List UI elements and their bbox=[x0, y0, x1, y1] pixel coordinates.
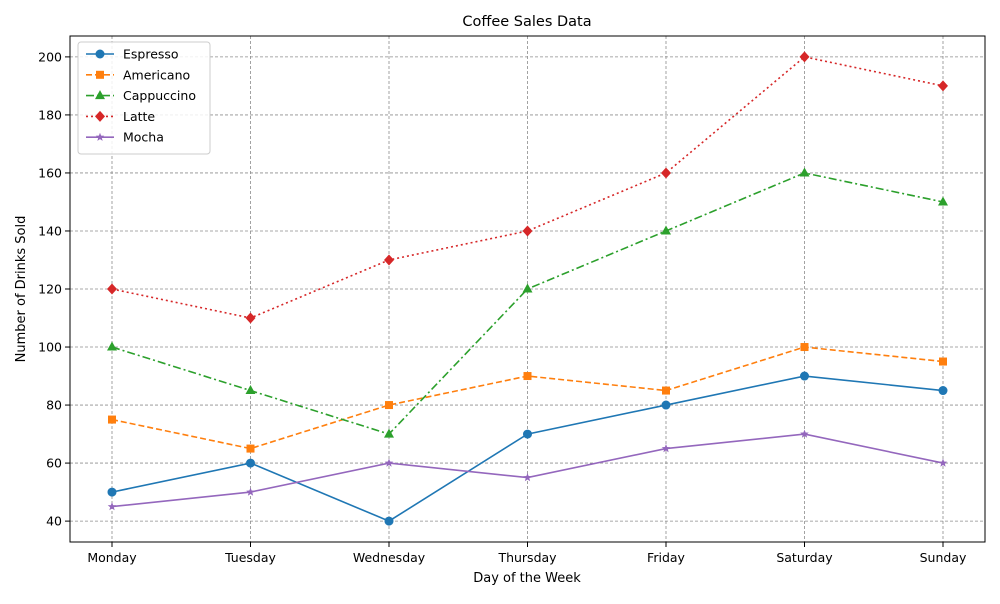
legend-label: Cappuccino bbox=[123, 88, 196, 103]
data-point-espresso bbox=[246, 458, 255, 468]
series-latte bbox=[107, 51, 948, 324]
data-point-cappuccino bbox=[799, 167, 810, 177]
data-point-latte bbox=[384, 254, 394, 266]
axis-ticks: Monday Tuesday Wednesday Thursday Friday Satu… bbox=[38, 49, 967, 565]
data-point-americano bbox=[108, 415, 116, 424]
legend-box bbox=[77, 41, 211, 155]
data-point-latte bbox=[107, 283, 117, 295]
y-tick-label: 200 bbox=[38, 49, 62, 64]
y-tick-label: 80 bbox=[46, 398, 62, 413]
data-point-americano bbox=[939, 357, 947, 366]
data-point-latte bbox=[245, 312, 256, 324]
data-point-cappuccino bbox=[245, 385, 256, 395]
data-point-americano bbox=[800, 343, 809, 352]
data-point-espresso bbox=[107, 487, 117, 497]
y-tick-label: 140 bbox=[38, 223, 62, 238]
data-point-mocha bbox=[523, 473, 532, 482]
data-point-cappuccino bbox=[661, 225, 671, 235]
legend-marker-latte bbox=[95, 110, 105, 122]
data-point-cappuccino bbox=[384, 428, 394, 438]
legend-label: Espresso bbox=[123, 47, 179, 62]
legend-label: Americano bbox=[123, 67, 190, 82]
legend-marker-cappuccino bbox=[95, 90, 105, 100]
data-point-americano bbox=[523, 372, 532, 381]
series-lines bbox=[107, 51, 948, 526]
data-point-mocha bbox=[661, 444, 671, 453]
data-point-mocha bbox=[384, 458, 394, 467]
x-tick-label: Sunday bbox=[920, 550, 967, 565]
data-point-espresso bbox=[384, 516, 394, 526]
legend-label: Mocha bbox=[123, 130, 164, 145]
y-tick-label: 100 bbox=[38, 340, 62, 355]
data-point-mocha bbox=[246, 487, 255, 496]
data-point-espresso bbox=[938, 386, 948, 396]
data-point-mocha bbox=[938, 458, 948, 467]
series-espresso bbox=[107, 371, 948, 526]
legend-marker-espresso bbox=[95, 49, 105, 59]
data-point-latte bbox=[522, 225, 533, 237]
y-tick-label: 40 bbox=[46, 514, 62, 529]
legend-marker-mocha bbox=[95, 132, 105, 141]
series-cappuccino bbox=[107, 167, 948, 438]
data-point-espresso bbox=[800, 371, 809, 381]
y-tick-label: 60 bbox=[46, 456, 62, 471]
legend-label: Latte bbox=[123, 109, 155, 124]
x-tick-label: Tuesday bbox=[224, 550, 276, 565]
data-point-espresso bbox=[661, 400, 671, 410]
data-point-mocha bbox=[107, 502, 117, 511]
data-point-mocha bbox=[800, 429, 809, 438]
y-tick-label: 160 bbox=[38, 165, 62, 180]
legend-marker-americano bbox=[96, 70, 104, 79]
data-point-latte bbox=[799, 51, 810, 63]
data-point-espresso bbox=[523, 429, 532, 439]
x-tick-label: Thursday bbox=[497, 550, 557, 565]
x-tick-label: Wednesday bbox=[353, 550, 426, 565]
legend: Espresso Americano Cappuccino Latte Mocha bbox=[77, 41, 211, 155]
y-axis-label: Number of Drinks Sold bbox=[14, 216, 29, 363]
data-point-americano bbox=[246, 444, 255, 453]
x-tick-label: Friday bbox=[647, 550, 685, 565]
y-tick-label: 180 bbox=[38, 107, 62, 122]
data-point-cappuccino bbox=[107, 341, 117, 351]
chart-title: Coffee Sales Data bbox=[462, 14, 591, 30]
data-point-latte bbox=[661, 167, 671, 179]
x-tick-label: Monday bbox=[87, 550, 137, 565]
x-axis-label: Day of the Week bbox=[473, 571, 581, 586]
data-point-cappuccino bbox=[522, 283, 533, 293]
data-point-americano bbox=[662, 386, 670, 395]
data-point-latte bbox=[938, 80, 948, 92]
x-tick-label: Saturday bbox=[776, 550, 833, 565]
data-point-americano bbox=[385, 401, 393, 410]
series-mocha bbox=[107, 429, 948, 511]
data-point-cappuccino bbox=[938, 196, 948, 206]
y-tick-label: 120 bbox=[38, 282, 62, 297]
series-americano bbox=[108, 343, 947, 453]
